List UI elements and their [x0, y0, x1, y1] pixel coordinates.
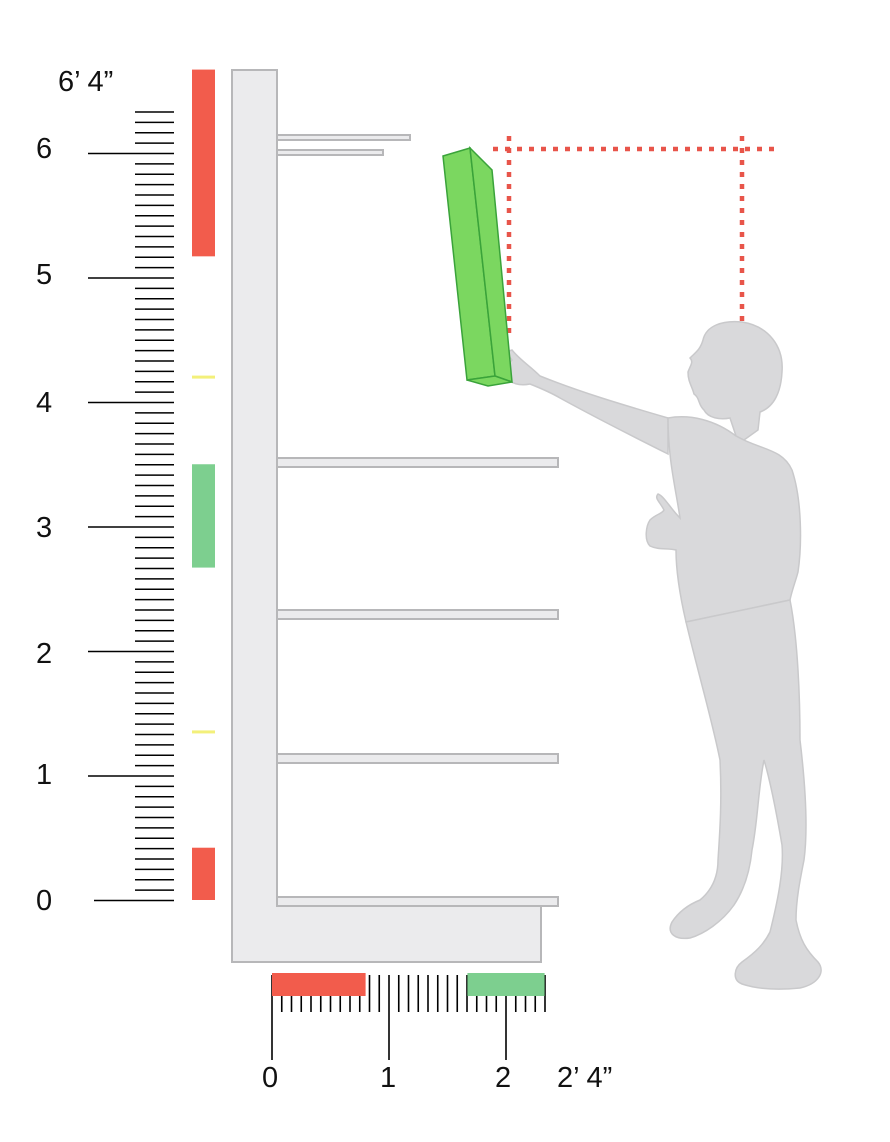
shelving-unit	[231, 69, 559, 963]
shelf-4	[276, 457, 559, 468]
zone-bar-bottom-red	[192, 847, 215, 900]
v-label-0: 0	[36, 885, 52, 917]
horizontal-scale: 0 1 2 2’ 4”	[262, 973, 612, 1094]
v-label-top: 6’ 4”	[58, 66, 113, 98]
v-label-2: 2	[36, 638, 52, 670]
h-label-end: 2’ 4”	[557, 1062, 612, 1094]
horizontal-labels: 0 1 2 2’ 4”	[262, 1062, 612, 1094]
reach-guide	[493, 136, 778, 338]
shelf-top-upper	[276, 134, 411, 141]
shelf-1	[276, 896, 559, 907]
zone-bar-near-red	[272, 973, 366, 996]
zone-bar-top-red	[192, 69, 215, 257]
zone-marker-yellow-low	[192, 730, 215, 734]
v-label-6: 6	[36, 133, 52, 165]
person-raised-arm	[504, 349, 669, 456]
shelf-2	[276, 753, 559, 764]
v-label-3: 3	[36, 512, 52, 544]
v-label-1: 1	[36, 759, 52, 791]
zone-marker-yellow-high	[192, 375, 215, 379]
person-silhouette-icon	[504, 320, 822, 990]
person-torso	[645, 416, 802, 623]
h-label-0: 0	[262, 1062, 278, 1094]
person-head	[687, 320, 783, 441]
shelf-3	[276, 609, 559, 620]
zone-bar-far-green	[467, 973, 545, 996]
vertical-labels: 0 1 2 3 4 5 6 6’ 4”	[36, 66, 113, 917]
person-legs	[669, 599, 822, 990]
box-bottom-edge	[466, 375, 513, 387]
v-label-5: 5	[36, 259, 52, 291]
shelf-top-lower	[276, 149, 384, 156]
vertical-zones	[192, 69, 215, 900]
h-label-1: 1	[380, 1062, 396, 1094]
h-label-2: 2	[495, 1062, 511, 1094]
v-label-4: 4	[36, 387, 52, 419]
zone-bar-middle-green	[192, 464, 215, 568]
box-being-placed	[442, 145, 513, 387]
vertical-scale: 0 1 2 3 4 5 6 6’ 4”	[36, 66, 174, 917]
vertical-ticks	[88, 111, 174, 902]
